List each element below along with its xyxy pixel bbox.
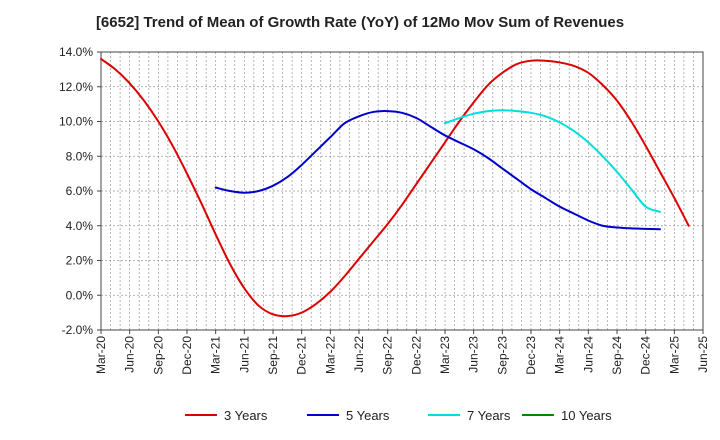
x-tick-label: Jun-24 [581,336,595,373]
x-tick-label: Mar-23 [438,336,452,374]
x-tick-label: Jun-23 [467,336,481,373]
series-line-7-years [444,109,661,213]
x-tick-label: Dec-20 [180,336,194,375]
chart-title: [6652] Trend of Mean of Growth Rate (YoY… [95,14,625,31]
legend-label-10-years: 10 Years [561,408,612,423]
y-tick-label: 14.0% [59,45,93,59]
legend-label-5-years: 5 Years [346,408,390,423]
x-tick-label: Jun-22 [352,336,366,373]
series-line-3-years [100,57,690,318]
y-tick-label: 6.0% [66,184,94,198]
x-tick-label: Dec-24 [639,336,653,375]
y-tick-label: 2.0% [66,254,94,268]
x-tick-label: Dec-23 [524,336,538,375]
x-tick-label: Sep-24 [610,336,624,375]
y-tick-label: 12.0% [59,80,93,94]
x-tick-label: Sep-21 [266,336,280,375]
series-line-5-years [214,110,661,231]
legend-label-7-years: 7 Years [467,408,511,423]
x-tick-label: Mar-21 [209,336,223,374]
y-tick-label: 10.0% [59,115,93,129]
x-tick-label: Mar-22 [323,336,337,374]
x-tick-label: Mar-20 [94,336,108,374]
y-tick-label: 4.0% [66,219,94,233]
x-tick-label: Jun-25 [696,336,710,373]
x-tick-label: Jun-20 [123,336,137,373]
x-tick-label: Jun-21 [237,336,251,373]
x-tick-label: Sep-20 [151,336,165,375]
legend-label-3-years: 3 Years [224,408,268,423]
x-tick-label: Sep-22 [381,336,395,375]
x-tick-label: Dec-22 [409,336,423,375]
x-tick-label: Mar-25 [667,336,681,374]
y-tick-label: 0.0% [66,288,94,302]
y-tick-label: -2.0% [62,323,94,337]
y-tick-label: 8.0% [66,149,94,163]
x-tick-label: Mar-24 [553,336,567,374]
x-tick-label: Dec-21 [295,336,309,375]
x-tick-label: Sep-23 [495,336,509,375]
